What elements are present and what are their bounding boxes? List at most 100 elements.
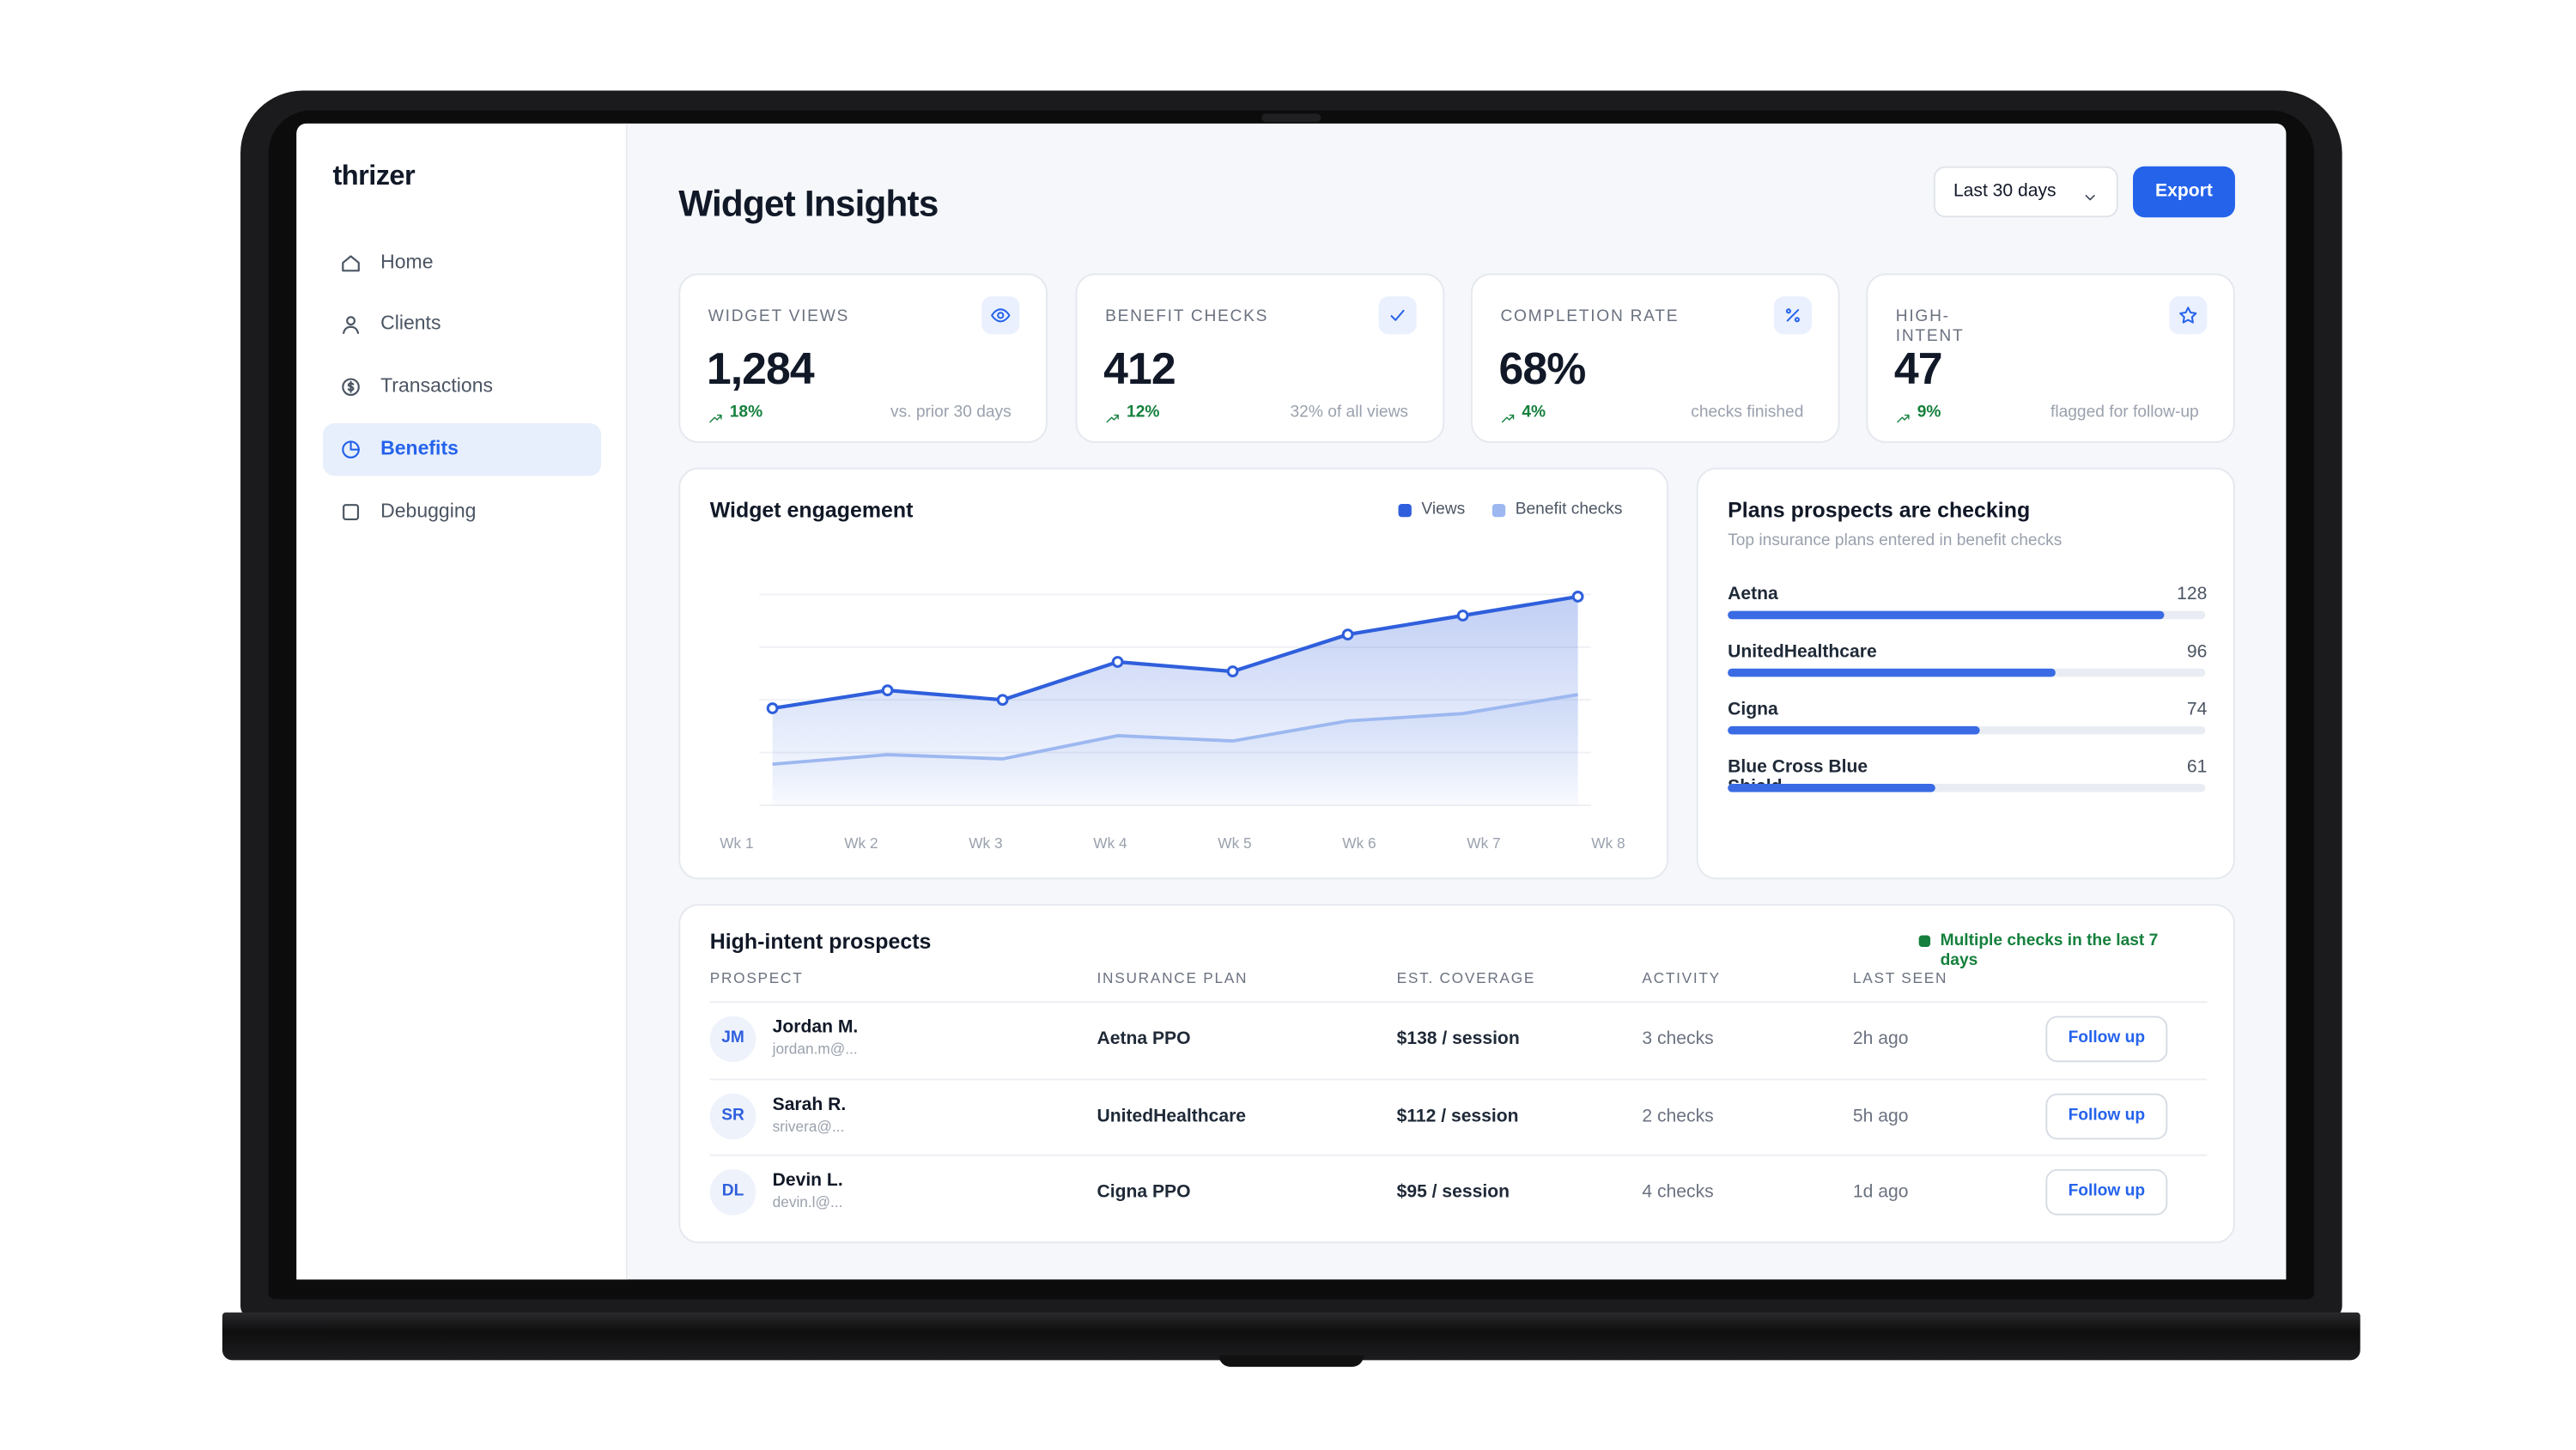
prospect-email: srivera@... (772, 1117, 845, 1134)
nav-label: Home (380, 250, 434, 274)
plans-card: Plans prospects are checking Top insuranc… (1696, 467, 2235, 880)
row-divider (709, 1001, 2208, 1004)
kpi-icon-glyph-svg (1390, 309, 1405, 321)
engagement-card: Widget engagement Views Benefit checks Wk 1… (678, 467, 1669, 880)
kpi-value: 1,284 (706, 343, 815, 394)
last-seen: 2h ago (1852, 1028, 1909, 1049)
kpi-label: HIGH-INTENT (1895, 307, 1965, 346)
series-line (772, 594, 1578, 711)
nav-icon-svg (342, 440, 360, 458)
row-divider (709, 1077, 2208, 1080)
kpi-note: flagged for follow-up (2050, 403, 2199, 422)
nav-item[interactable]: Debugging (323, 486, 601, 538)
follow-up-button[interactable]: Follow up (2045, 1168, 2168, 1216)
x-tick-label: Wk 1 (720, 834, 754, 852)
chart-title: Widget engagement (709, 497, 914, 523)
nav-icon-svg (342, 255, 360, 272)
bar (1728, 725, 1981, 735)
kpi-icon (1378, 296, 1417, 335)
kpi-icon-glyph (1387, 305, 1408, 326)
nav-icon (339, 252, 362, 275)
follow-up-button[interactable]: Follow up (2045, 1092, 2168, 1139)
nav-icon (339, 375, 362, 398)
kpi-icon-glyph-svg (1785, 308, 1800, 323)
legend-swatch (1492, 503, 1506, 518)
prospect-name: Devin L. (772, 1170, 843, 1191)
x-tick-label: Wk 4 (1093, 834, 1127, 852)
prospects-card: High-intent prospects Multiple checks in … (678, 904, 2235, 1244)
nav-item[interactable]: Transactions (323, 361, 601, 413)
chevron (2082, 185, 2099, 201)
legend-label: Views (1421, 501, 1466, 519)
x-tick-label: Wk 2 (844, 834, 878, 852)
screen: thrizer Home Clients Transactions Benefits De… (296, 123, 2287, 1280)
page-title: Widget Insights (678, 182, 939, 224)
prospect-name: Sarah R. (772, 1094, 847, 1114)
kpi-icon-glyph-svg (2179, 306, 2197, 324)
bar-label: UnitedHealthcare (1728, 642, 1877, 663)
data-point (766, 702, 779, 714)
bar-track (1728, 784, 2206, 792)
nav-label: Transactions (380, 373, 494, 397)
line-chart (759, 591, 1591, 806)
data-point (1111, 656, 1124, 668)
nav-icon (339, 312, 362, 336)
nav-item[interactable]: Home (323, 237, 601, 289)
kpi-change: 4% (1522, 403, 1546, 422)
legend-label: Benefit checks (1515, 501, 1623, 519)
bar (1728, 784, 1936, 792)
date-range-dropdown[interactable]: Last 30 days (1933, 166, 2118, 218)
nav-icon-svg (342, 378, 360, 397)
data-point (1456, 610, 1469, 622)
data-point (996, 694, 1009, 707)
kpi-note: 32% of all views (1290, 403, 1409, 422)
kpi-icon-glyph (1782, 305, 1803, 326)
kpi-note: vs. prior 30 days (890, 403, 1012, 422)
bar (1728, 610, 2165, 620)
kpi-label: BENEFIT CHECKS (1105, 307, 1269, 326)
column-header: LAST SEEN (1852, 969, 1948, 986)
column-header: EST. COVERAGE (1396, 969, 1536, 986)
kpi-note: checks finished (1691, 403, 1804, 422)
bar-label: Cigna (1728, 700, 1778, 720)
kpi-value: 68% (1498, 343, 1587, 394)
nav-label: Debugging (380, 499, 477, 523)
camera (1261, 113, 1321, 122)
activity: 4 checks (1642, 1182, 1714, 1203)
kpi-card: BENEFIT CHECKS 412 12% 32% of all views (1075, 273, 1445, 443)
nav-item[interactable]: Benefits (322, 422, 602, 476)
nav-item[interactable]: Clients (323, 298, 601, 350)
kpi-icon-glyph-svg (991, 308, 1011, 323)
kpi-value: 412 (1103, 343, 1176, 394)
nav-icon-svg (343, 316, 360, 335)
x-tick-label: Wk 5 (1218, 834, 1252, 852)
last-seen: 1d ago (1852, 1182, 1909, 1203)
trend-arrow-svg (709, 414, 722, 423)
kpi-icon (2169, 296, 2208, 335)
chart-title: Plans prospects are checking (1728, 497, 2031, 523)
insurance-plan: Cigna PPO (1097, 1182, 1191, 1203)
x-tick-label: Wk 8 (1591, 834, 1625, 852)
series-line (772, 693, 1578, 767)
prospect-name: Jordan M. (772, 1017, 859, 1038)
export-button[interactable]: Export (2133, 166, 2235, 218)
bar (1728, 668, 2056, 677)
kpi-icon-glyph (2178, 305, 2199, 326)
bar-value: 61 (2186, 757, 2208, 778)
kpi-card: COMPLETION RATE 68% 4% checks finished (1470, 273, 1840, 443)
kpi-label: WIDGET VIEWS (708, 307, 850, 326)
data-point (1571, 591, 1584, 603)
kpi-change: 9% (1917, 403, 1941, 422)
bar-label: Aetna (1728, 584, 1778, 604)
kpi-icon (981, 296, 1020, 335)
activity: 2 checks (1642, 1106, 1714, 1126)
prospect-email: jordan.m@... (772, 1040, 858, 1058)
x-tick-label: Wk 6 (1342, 834, 1376, 852)
sidebar: thrizer Home Clients Transactions Benefits De… (296, 123, 628, 1280)
kpi-icon (1773, 296, 1812, 335)
laptop-base (222, 1312, 2360, 1361)
laptop-notch (1218, 1355, 1364, 1368)
follow-up-button[interactable]: Follow up (2045, 1016, 2168, 1063)
trend-arrow-svg (1897, 414, 1910, 423)
